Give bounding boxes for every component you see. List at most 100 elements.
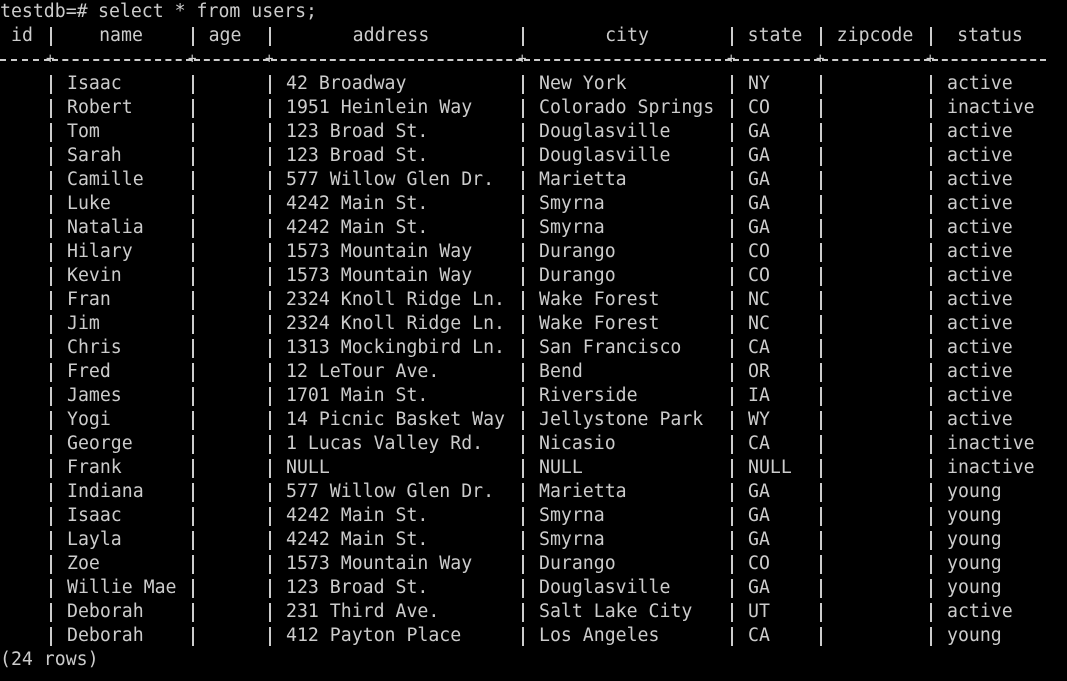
column-separator	[731, 531, 733, 550]
rule-segment	[524, 59, 731, 62]
column-separator	[930, 147, 932, 166]
cell-address: 4242 Main St.	[286, 193, 429, 214]
column-separator	[820, 267, 822, 286]
cell-name: Isaac	[67, 73, 122, 94]
column-separator	[930, 339, 932, 358]
column-separator	[192, 531, 194, 550]
column-separator	[522, 435, 524, 454]
cell-city: New York	[539, 73, 627, 94]
column-separator	[192, 579, 194, 598]
column-separator	[269, 363, 271, 382]
column-separator	[192, 195, 194, 214]
command-text: select * from users;	[98, 1, 317, 22]
column-separator	[522, 483, 524, 502]
column-separator	[522, 75, 524, 94]
column-separator	[269, 411, 271, 430]
column-separator	[269, 531, 271, 550]
column-separator	[731, 243, 733, 262]
column-separator	[192, 555, 194, 574]
column-separator	[192, 243, 194, 262]
column-separator	[269, 483, 271, 502]
cell-state: CO	[748, 97, 770, 118]
column-separator	[930, 483, 932, 502]
column-separator	[522, 171, 524, 190]
cell-city: Salt Lake City	[539, 601, 693, 622]
column-separator	[269, 459, 271, 478]
column-separator	[731, 291, 733, 310]
cell-name: Deborah	[67, 601, 144, 622]
column-separator	[820, 27, 822, 46]
cell-state: GA	[748, 505, 770, 526]
column-separator	[522, 387, 524, 406]
cell-city: Riverside	[539, 385, 638, 406]
column-separator	[731, 171, 733, 190]
cell-status: active	[947, 409, 1013, 430]
column-separator	[269, 339, 271, 358]
cell-address: 1951 Heinlein Way	[286, 97, 473, 118]
cell-status: active	[947, 193, 1013, 214]
column-separator	[820, 603, 822, 622]
cell-address: 1313 Mockingbird Ln.	[286, 337, 505, 358]
rule-segment	[52, 59, 192, 62]
column-separator	[50, 459, 52, 478]
column-separator	[522, 291, 524, 310]
column-separator	[522, 195, 524, 214]
cell-address: 1573 Mountain Way	[286, 241, 473, 262]
column-separator	[269, 123, 271, 142]
cell-address: 412 Payton Place	[286, 625, 462, 646]
cell-city: Wake Forest	[539, 313, 660, 334]
column-separator	[820, 459, 822, 478]
column-separator	[192, 99, 194, 118]
column-separator	[50, 339, 52, 358]
column-separator	[269, 507, 271, 526]
column-separator	[930, 459, 932, 478]
column-separator	[930, 531, 932, 550]
column-separator	[820, 195, 822, 214]
column-header-age: age	[208, 25, 242, 46]
cell-state: GA	[748, 481, 770, 502]
column-separator	[269, 147, 271, 166]
cell-address: 12 LeTour Ave.	[286, 361, 440, 382]
column-separator	[930, 27, 932, 46]
cell-state: NC	[748, 313, 770, 334]
column-separator	[192, 363, 194, 382]
column-separator	[820, 579, 822, 598]
column-separator	[930, 123, 932, 142]
column-header-zipcode: zipcode	[836, 25, 914, 46]
cell-name: Hilary	[67, 241, 133, 262]
cell-address: 123 Broad St.	[286, 145, 429, 166]
cell-city: Colorado Springs	[539, 97, 715, 118]
column-separator	[269, 603, 271, 622]
cell-name: Layla	[67, 529, 122, 550]
column-separator	[930, 219, 932, 238]
column-separator	[820, 555, 822, 574]
column-separator	[522, 267, 524, 286]
cell-name: Isaac	[67, 505, 122, 526]
rule-segment	[194, 59, 269, 62]
cell-city: Smyrna	[539, 505, 605, 526]
column-separator	[50, 555, 52, 574]
column-separator	[930, 363, 932, 382]
column-separator	[192, 603, 194, 622]
column-separator	[50, 243, 52, 262]
column-separator	[820, 627, 822, 646]
column-separator	[192, 75, 194, 94]
column-separator	[50, 411, 52, 430]
column-separator	[192, 147, 194, 166]
rule-cross: +	[926, 51, 935, 67]
cell-name: Luke	[67, 193, 111, 214]
column-separator	[522, 603, 524, 622]
cell-address: 4242 Main St.	[286, 505, 429, 526]
cell-name: Kevin	[67, 265, 122, 286]
cell-status: active	[947, 265, 1013, 286]
column-separator	[820, 435, 822, 454]
column-separator	[522, 459, 524, 478]
column-separator	[50, 531, 52, 550]
cell-status: inactive	[947, 457, 1035, 478]
column-separator	[522, 123, 524, 142]
column-separator	[192, 123, 194, 142]
cell-city: Smyrna	[539, 193, 605, 214]
cell-state: GA	[748, 577, 770, 598]
column-header-id: id	[11, 25, 33, 46]
